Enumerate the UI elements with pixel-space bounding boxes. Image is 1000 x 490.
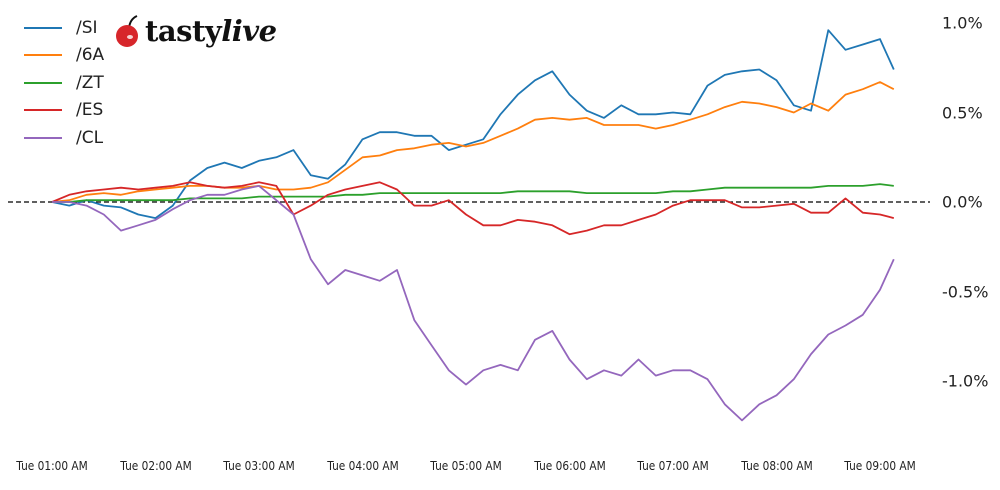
y-tick-label: -0.5% [942,282,989,301]
legend-item-cl: /CL [24,124,104,152]
legend-item-6a: /6A [24,42,104,70]
legend-label: /6A [76,45,105,66]
legend: /SI /6A /ZT /ES /CL [24,14,104,152]
y-tick-label: 1.0% [942,13,983,33]
y-tick-label: 0.0% [942,192,983,212]
legend-item-es: /ES [24,97,104,125]
series-line-es [51,181,895,236]
legend-swatch [24,26,62,29]
y-tick-label: 0.5% [942,103,983,122]
legend-swatch [24,136,62,139]
series-line-6a [51,81,895,203]
cherry-icon [116,15,138,47]
x-tick-label: Tue 01:00 AM [16,459,88,473]
x-tick-label: Tue 08:00 AM [740,459,813,473]
x-tick-label: Tue 04:00 AM [326,459,399,473]
x-tick-label: Tue 03:00 AM [223,459,295,473]
logo-text: tastylive [145,14,277,48]
x-tick-label: Tue 02:00 AM [119,459,192,473]
legend-swatch [24,81,62,84]
legend-item-si: /SI [24,14,104,42]
legend-swatch [24,109,62,112]
legend-label: /SI [76,17,98,38]
y-tick-label: -1.0% [942,371,989,391]
series-line-si [51,29,895,220]
legend-swatch [24,54,62,57]
x-tick-label: Tue 07:00 AM [637,459,709,473]
tastylive-logo: tastylive [113,14,277,48]
legend-item-zt: /ZT [24,69,104,97]
x-tick-label: Tue 05:00 AM [430,459,502,473]
series-line-cl [52,184,895,422]
legend-label: /ZT [76,72,104,93]
legend-label: /CL [76,127,104,148]
legend-label: /ES [76,100,104,121]
x-tick-label: Tue 09:00 AM [844,459,916,473]
x-tick-label: Tue 06:00 AM [533,459,606,473]
